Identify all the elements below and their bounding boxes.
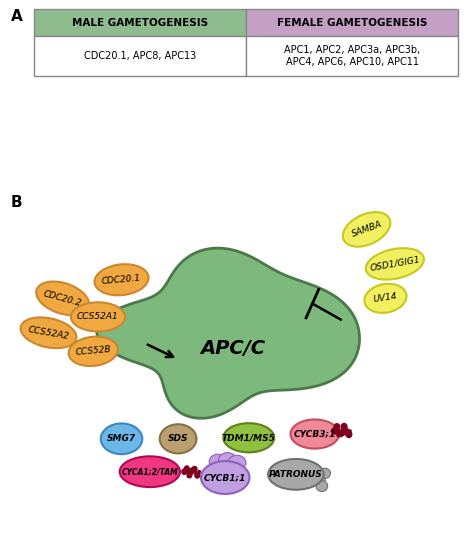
Circle shape: [187, 472, 192, 478]
Ellipse shape: [365, 284, 407, 313]
Ellipse shape: [94, 264, 148, 295]
Ellipse shape: [219, 453, 237, 467]
Text: CCS52B: CCS52B: [75, 345, 111, 358]
FancyBboxPatch shape: [35, 10, 246, 36]
Text: TDM1/MS5: TDM1/MS5: [222, 433, 276, 442]
Ellipse shape: [291, 419, 339, 449]
Circle shape: [344, 429, 349, 435]
Ellipse shape: [160, 424, 197, 454]
FancyBboxPatch shape: [35, 36, 246, 76]
Ellipse shape: [201, 461, 249, 494]
Text: CYCB3;1: CYCB3;1: [293, 430, 336, 439]
Text: CYCA1;2/TAM: CYCA1;2/TAM: [121, 467, 178, 476]
Ellipse shape: [223, 423, 274, 453]
Text: CDC20.1, APC8, APC13: CDC20.1, APC8, APC13: [84, 51, 197, 61]
Ellipse shape: [101, 423, 142, 454]
Text: CCS52A2: CCS52A2: [27, 325, 70, 341]
Circle shape: [184, 466, 189, 471]
Text: OSD1/GIG1: OSD1/GIG1: [369, 255, 421, 273]
Text: FEMALE GAMETOGENESIS: FEMALE GAMETOGENESIS: [277, 18, 428, 28]
Circle shape: [337, 431, 342, 437]
Ellipse shape: [20, 317, 76, 348]
Ellipse shape: [320, 468, 330, 479]
Ellipse shape: [366, 248, 424, 280]
Text: SAMBA: SAMBA: [350, 220, 383, 239]
Text: SMG7: SMG7: [107, 434, 136, 443]
Text: CDC20.2: CDC20.2: [42, 289, 83, 308]
FancyBboxPatch shape: [246, 36, 458, 76]
Circle shape: [332, 427, 337, 434]
Text: UV14: UV14: [373, 292, 398, 304]
Text: CCS52A1: CCS52A1: [77, 312, 119, 321]
Ellipse shape: [209, 454, 227, 469]
Ellipse shape: [71, 302, 125, 332]
Polygon shape: [97, 248, 359, 418]
Circle shape: [334, 424, 340, 430]
Text: A: A: [11, 10, 23, 25]
Text: B: B: [11, 195, 22, 210]
Circle shape: [195, 473, 200, 478]
Text: SDS: SDS: [168, 434, 188, 443]
Text: CYCB1;1: CYCB1;1: [204, 473, 246, 482]
Circle shape: [192, 466, 197, 472]
Text: APC1, APC2, APC3a, APC3b,
APC4, APC6, APC10, APC11: APC1, APC2, APC3a, APC3b, APC4, APC6, AP…: [284, 45, 420, 67]
Ellipse shape: [312, 473, 325, 486]
Circle shape: [339, 430, 345, 436]
Ellipse shape: [228, 455, 246, 470]
Ellipse shape: [69, 337, 118, 366]
Circle shape: [182, 469, 187, 474]
Circle shape: [190, 469, 194, 473]
Circle shape: [341, 424, 347, 430]
Circle shape: [346, 431, 352, 438]
Ellipse shape: [316, 480, 328, 491]
Text: PATRONUS: PATRONUS: [269, 470, 323, 479]
Text: MALE GAMETOGENESIS: MALE GAMETOGENESIS: [73, 18, 209, 28]
FancyBboxPatch shape: [246, 10, 458, 36]
Ellipse shape: [343, 212, 390, 247]
Ellipse shape: [36, 281, 89, 315]
Text: APC/C: APC/C: [200, 339, 265, 358]
Ellipse shape: [268, 459, 324, 490]
Text: CDC20.1: CDC20.1: [101, 273, 142, 286]
Ellipse shape: [119, 456, 180, 487]
